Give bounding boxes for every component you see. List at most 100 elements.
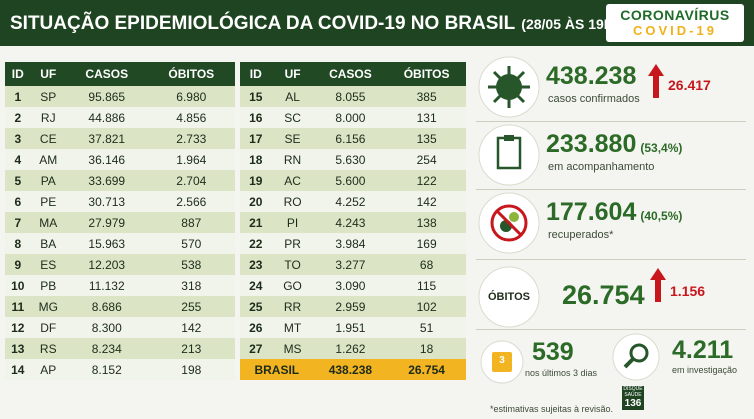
table-cell: 14: [5, 359, 31, 380]
table-cell: 33.699: [65, 170, 148, 191]
table-row: 6 PE 30.713 2.566: [5, 191, 235, 212]
table-cell: 1.964: [147, 149, 235, 170]
logo-line: COVID-19: [633, 23, 717, 38]
table-cell: PR: [271, 233, 314, 254]
arrow-up: [650, 268, 666, 302]
table-cell: 13: [5, 338, 31, 359]
table-cell: 26: [240, 317, 272, 338]
stat-value: 539: [532, 338, 574, 366]
table-cell: TO: [271, 254, 314, 275]
column-header: ÓBITOS: [387, 62, 466, 86]
table-row: 2 RJ 44.886 4.856: [5, 107, 235, 128]
table-cell: 15.963: [65, 233, 148, 254]
table-cell: GO: [271, 275, 314, 296]
table-cell: 16: [240, 107, 272, 128]
table-cell: 12.203: [65, 254, 148, 275]
table-row: 22 PR 3.984 169: [240, 233, 466, 254]
table-cell: 131: [387, 107, 466, 128]
table-cell: ES: [30, 254, 66, 275]
header-row: ID UF CASOS ÓBITOS: [240, 62, 466, 86]
icon-label: ÓBITOS: [488, 291, 530, 303]
table-cell: 102: [387, 296, 466, 317]
table-cell: 4.243: [313, 212, 388, 233]
table-cell: 20: [240, 191, 272, 212]
table-cell: MG: [30, 296, 66, 317]
table-cell: 18: [240, 149, 272, 170]
table-cell: 213: [147, 338, 235, 359]
table-row: 20 RO 4.252 142: [240, 191, 466, 212]
hotline-logo: DISQUE SAÚDE 136: [622, 386, 644, 410]
table-row: 19 AC 5.600 122: [240, 170, 466, 191]
table-row: 16 SC 8.000 131: [240, 107, 466, 128]
header-row: ID UF CASOS ÓBITOS: [5, 62, 235, 86]
stat-increase: 26.417: [668, 77, 711, 93]
table-cell: PI: [271, 212, 314, 233]
separator: [476, 259, 746, 260]
table-cell: PE: [30, 191, 66, 212]
table-cell: RR: [271, 296, 314, 317]
stat-label: casos confirmados: [548, 93, 640, 105]
table-cell: 22: [240, 233, 272, 254]
icon: [478, 266, 540, 328]
table-row: 14 AP 8.152 198: [5, 359, 235, 380]
table-row: 21 PI 4.243 138: [240, 212, 466, 233]
table-row: 7 MA 27.979 887: [5, 212, 235, 233]
table-cell: SE: [271, 128, 314, 149]
table-cell: 115: [387, 275, 466, 296]
stat-value: 4.211: [672, 336, 734, 364]
table-cell: 135: [387, 128, 466, 149]
column-header: UF: [30, 62, 66, 86]
table-cell: 21: [240, 212, 272, 233]
table-cell: 23: [240, 254, 272, 275]
table-cell: 3: [5, 128, 31, 149]
table-cell: 1.262: [313, 338, 388, 359]
table-cell: 2.959: [313, 296, 388, 317]
icon: [478, 56, 540, 118]
table-cell: 8.000: [313, 107, 388, 128]
table-row: 11 MG 8.686 255: [5, 296, 235, 317]
table-cell: 30.713: [65, 191, 148, 212]
table-cell: RS: [30, 338, 66, 359]
hotline-label: DISQUE SAÚDE: [623, 386, 643, 398]
table-cell: 255: [147, 296, 235, 317]
table-cell: AM: [30, 149, 66, 170]
table-cell: 438.238: [313, 359, 388, 380]
stat-row: 177.604 (40,5%): [546, 198, 682, 227]
stat-label: em acompanhamento: [548, 161, 655, 173]
table-cell: 1.951: [313, 317, 388, 338]
table-cell: 570: [147, 233, 235, 254]
stat-value: 26.754: [562, 280, 645, 310]
table-cell: 8.300: [65, 317, 148, 338]
icon: [478, 192, 540, 254]
table-cell: 5.630: [313, 149, 388, 170]
table-cell: 6.156: [313, 128, 388, 149]
separator: [476, 189, 746, 190]
table-cell: 8.234: [65, 338, 148, 359]
column-header: ID: [240, 62, 272, 86]
table-cell: CE: [30, 128, 66, 149]
icon: [480, 340, 524, 384]
table-cell: PB: [30, 275, 66, 296]
table-cell: RO: [271, 191, 314, 212]
table-cell: 7: [5, 212, 31, 233]
stat-value: 438.238: [546, 62, 637, 90]
separator: [476, 329, 746, 330]
table-cell: 8.152: [65, 359, 148, 380]
arrow-up: [648, 64, 664, 98]
column-header: CASOS: [313, 62, 388, 86]
logo-line: CORONAVÍRUS: [620, 7, 730, 23]
table-row: 3 CE 37.821 2.733: [5, 128, 235, 149]
table-cell: PA: [30, 170, 66, 191]
table-cell: 254: [387, 149, 466, 170]
table-row: 9 ES 12.203 538: [5, 254, 235, 275]
table-cell: 122: [387, 170, 466, 191]
table-cell: 2: [5, 107, 31, 128]
table-row: 12 DF 8.300 142: [5, 317, 235, 338]
table-cell: 3.277: [313, 254, 388, 275]
table-cell: 4.856: [147, 107, 235, 128]
date: (28/05 ÀS 19H): [521, 16, 619, 32]
table-cell: 95.865: [65, 86, 148, 107]
icon: [612, 333, 660, 381]
table-cell: 318: [147, 275, 235, 296]
